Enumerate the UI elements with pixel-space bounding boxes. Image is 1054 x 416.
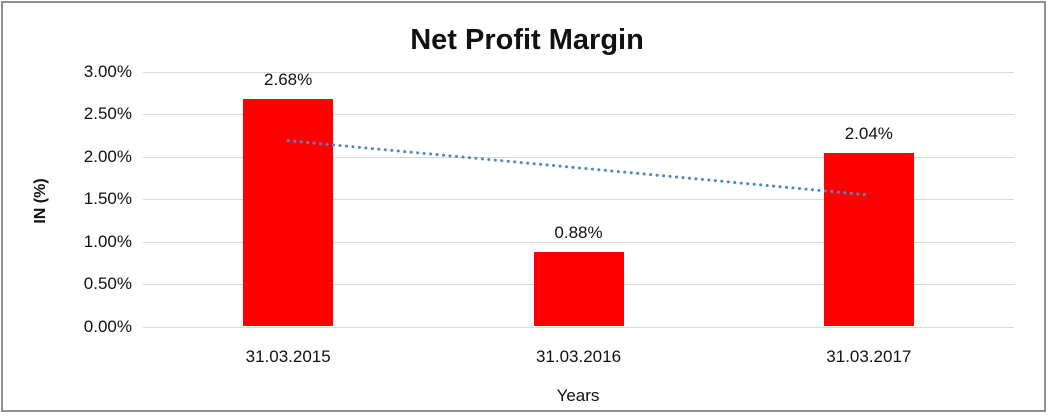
- bar-value-label: 2.68%: [264, 70, 313, 90]
- y-tick-label: 1.00%: [83, 231, 132, 251]
- y-tick-label: 1.50%: [83, 189, 132, 209]
- bar-value-label: 0.88%: [554, 222, 603, 242]
- bar-value-label: 2.04%: [844, 124, 893, 144]
- category-label: 31.03.2017: [826, 347, 912, 366]
- bar: [533, 251, 624, 327]
- y-tick-label: 0.00%: [83, 316, 132, 336]
- y-tick-label: 3.00%: [83, 62, 132, 81]
- category-label: 31.03.2016: [535, 347, 622, 366]
- y-tick-label: 2.50%: [83, 104, 132, 124]
- gridline: [143, 326, 1014, 328]
- chart-title: Net Profit Margin: [410, 24, 644, 56]
- x-axis-title: Years: [556, 386, 600, 405]
- y-tick-label: 2.00%: [83, 146, 132, 166]
- bar: [823, 153, 914, 327]
- gridline: [143, 156, 1014, 158]
- gridline: [143, 72, 1014, 73]
- bar: [243, 99, 334, 327]
- gridline: [143, 114, 1014, 116]
- gridline: [143, 241, 1014, 243]
- category-label: 31.03.2015: [245, 347, 331, 366]
- gridline: [143, 199, 1014, 201]
- y-tick-label: 0.50%: [83, 274, 132, 294]
- trendline: [286, 139, 871, 197]
